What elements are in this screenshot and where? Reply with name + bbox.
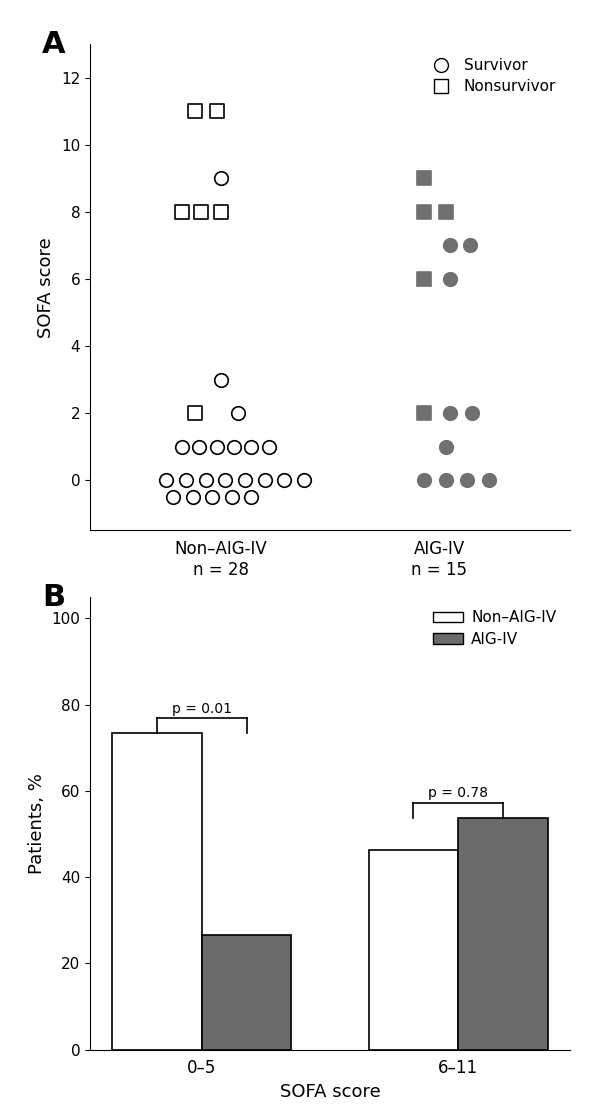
Point: [190, 103, 200, 120]
Point: [216, 370, 226, 388]
Point: [240, 471, 250, 488]
Y-axis label: Patients, %: Patients, %: [28, 772, 46, 874]
Point: [467, 404, 476, 422]
Point: [445, 236, 455, 254]
Point: [188, 488, 197, 506]
Point: [161, 471, 171, 488]
Point: [299, 471, 308, 488]
Bar: [368, 851, 458, 1050]
Text: A: A: [42, 30, 65, 59]
Text: B: B: [42, 583, 65, 612]
Point: [445, 404, 455, 422]
Text: p = 0.01: p = 0.01: [172, 702, 232, 716]
Y-axis label: SOFA score: SOFA score: [37, 236, 55, 338]
Point: [229, 438, 239, 455]
Point: [441, 203, 451, 221]
Point: [484, 471, 494, 488]
Point: [208, 488, 217, 506]
Point: [260, 471, 269, 488]
Point: [181, 471, 191, 488]
Point: [220, 471, 230, 488]
Point: [419, 404, 428, 422]
Point: [177, 203, 187, 221]
Bar: [458, 818, 548, 1050]
Point: [419, 270, 428, 287]
Point: [247, 438, 256, 455]
Point: [212, 438, 221, 455]
Legend: Survivor, Nonsurvivor: Survivor, Nonsurvivor: [419, 52, 562, 101]
Bar: [202, 935, 292, 1050]
Bar: [112, 734, 202, 1050]
Point: [441, 471, 451, 488]
Point: [201, 471, 211, 488]
Point: [216, 203, 226, 221]
Point: [194, 438, 204, 455]
Point: [264, 438, 274, 455]
Point: [177, 438, 187, 455]
Point: [445, 270, 455, 287]
Point: [190, 404, 200, 422]
Point: [227, 488, 236, 506]
Point: [196, 203, 206, 221]
X-axis label: SOFA score: SOFA score: [280, 1083, 380, 1101]
Point: [247, 488, 256, 506]
Point: [419, 471, 428, 488]
Point: [233, 404, 243, 422]
Point: [419, 169, 428, 187]
Point: [212, 103, 221, 120]
Point: [168, 488, 178, 506]
Point: [419, 203, 428, 221]
Point: [216, 169, 226, 187]
Text: p = 0.78: p = 0.78: [428, 787, 488, 800]
Point: [465, 236, 475, 254]
Point: [441, 438, 451, 455]
Point: [280, 471, 289, 488]
Legend: Non–AIG-IV, AIG-IV: Non–AIG-IV, AIG-IV: [427, 604, 562, 653]
Point: [463, 471, 472, 488]
